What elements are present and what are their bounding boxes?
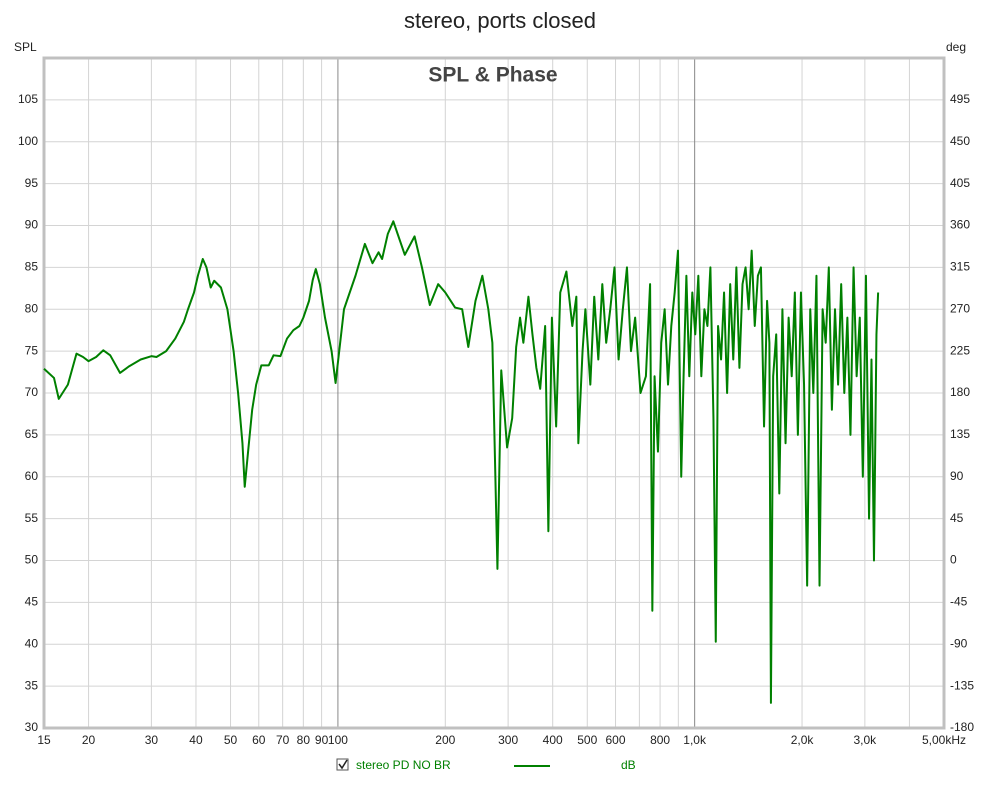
y2-tick-label: 315 — [950, 260, 970, 274]
y-tick-label: 90 — [25, 218, 39, 232]
y-tick-label: 85 — [25, 260, 39, 274]
x-tick-label: 2,0k — [791, 733, 815, 747]
y2-tick-label: 270 — [950, 301, 970, 315]
x-tick-label: 100 — [328, 733, 348, 747]
x-tick-label: 40 — [189, 733, 203, 747]
y-tick-label: 80 — [25, 301, 39, 315]
y2-tick-label: -45 — [950, 595, 968, 609]
y2-tick-label: 495 — [950, 92, 970, 106]
y-tick-label: 100 — [18, 134, 38, 148]
y-tick-label: 45 — [25, 595, 39, 609]
y-tick-label: 40 — [25, 636, 39, 650]
x-tick-label: 300 — [498, 733, 518, 747]
legend: stereo PD NO BR dB — [336, 758, 636, 772]
checkmark — [338, 759, 348, 770]
x-tick-label: 800 — [650, 733, 670, 747]
y-tick-label: 65 — [25, 427, 39, 441]
x-tick-label: 200 — [435, 733, 455, 747]
y2-tick-label: 405 — [950, 176, 970, 190]
x-tick-label: 1,0k — [683, 733, 707, 747]
y-tick-label: 95 — [25, 176, 39, 190]
y-tick-label: 55 — [25, 511, 39, 525]
y2-tick-label: 135 — [950, 427, 970, 441]
x-tick-label: 400 — [543, 733, 563, 747]
y2-tick-label: -180 — [950, 720, 974, 734]
x-tick-label: 60 — [252, 733, 266, 747]
y-tick-label: 60 — [25, 469, 39, 483]
y-tick-label: 105 — [18, 92, 38, 106]
chart-title: stereo, ports closed — [404, 8, 596, 33]
y2-tick-label: 360 — [950, 218, 970, 232]
x-tick-label: 90 — [315, 733, 329, 747]
x-tick-label: 3,0k — [854, 733, 878, 747]
x-tick-label: 500 — [577, 733, 597, 747]
y2-tick-label: 180 — [950, 385, 970, 399]
x-tick-label: 70 — [276, 733, 290, 747]
y-tick-label: 70 — [25, 385, 39, 399]
y2-axis-label: deg — [946, 40, 966, 54]
y-tick-label: 50 — [25, 553, 39, 567]
y2-tick-label: 45 — [950, 511, 964, 525]
y2-tick-label: -90 — [950, 636, 968, 650]
y2-tick-label: 0 — [950, 553, 957, 567]
y-axis-label: SPL — [14, 40, 37, 54]
x-tick-label: 5,00kHz — [922, 733, 966, 747]
y2-tick-label: -135 — [950, 678, 974, 692]
x-tick-label: 20 — [82, 733, 96, 747]
y-tick-label: 75 — [25, 343, 39, 357]
legend-checkbox[interactable] — [336, 758, 349, 771]
y-tick-label: 30 — [25, 720, 39, 734]
y2-tick-label: 450 — [950, 134, 970, 148]
y-tick-label: 35 — [25, 678, 39, 692]
x-tick-label: 80 — [297, 733, 311, 747]
x-tick-label: 50 — [224, 733, 238, 747]
x-tick-label: 15 — [37, 733, 51, 747]
legend-label: stereo PD NO BR — [356, 758, 451, 772]
chart-subtitle: SPL & Phase — [428, 64, 557, 87]
data-line — [43, 220, 880, 704]
x-tick-label: 600 — [605, 733, 625, 747]
y2-tick-label: 225 — [950, 343, 970, 357]
legend-unit: dB — [621, 758, 636, 772]
plot-frame — [42, 56, 946, 730]
x-tick-label: 30 — [145, 733, 159, 747]
y2-tick-label: 90 — [950, 469, 964, 483]
